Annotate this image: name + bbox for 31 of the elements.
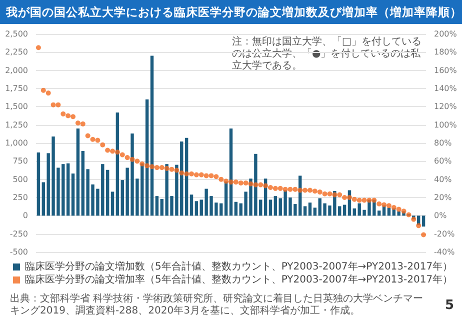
y-tick-label: -250	[10, 229, 28, 238]
y-tick-label: 1,000	[5, 138, 28, 148]
legend-label: 臨床医学分野の論文増加数（5年合計値、整数カウント、PY2003-2007年→PY2013-2017年）	[25, 260, 453, 272]
y2-tick-label: -40%	[434, 248, 456, 256]
y-tick-label: 250	[12, 193, 28, 202]
y-tick-label: 2,250	[5, 48, 28, 57]
y-tick-label: 2,000	[5, 66, 28, 75]
y-tick-label: 2,500	[5, 30, 28, 38]
y2-tick-label: 180%	[434, 48, 458, 57]
y2-tick-label: 20%	[434, 193, 452, 202]
y2-tick-label: 80%	[434, 138, 452, 148]
y2-tick-label: 100%	[434, 120, 458, 130]
y2-tick-label: 60%	[434, 156, 452, 166]
y-tick-label: 1,500	[5, 102, 28, 112]
y2-tick-label: 140%	[434, 84, 458, 93]
source-note: 出典：文部科学省 科学技術・学術政策研究所、研究論文に着目した日英独の大学ベンチマーキング2019、調査資料-288、2020年3月を基に、文部科学省が加工・作成。	[10, 292, 424, 316]
chart-title: 我が国の国公私立大学における臨床医学分野の論文増加数及び増加率（増加率降順）	[0, 0, 462, 24]
y2-tick-label: -20%	[434, 229, 456, 238]
y2-tick-label: 120%	[434, 102, 458, 112]
legend-label: 臨床医学分野の論文増加率（5年合計値、整数カウント、PY2003-2007年→PY2013-2017年）	[25, 274, 453, 286]
y-tick-label: 1,750	[5, 84, 28, 93]
y-tick-label: 500	[12, 174, 28, 184]
y-tick-label: 750	[12, 156, 28, 166]
text: 5	[444, 298, 454, 313]
y2-tick-label: 40%	[434, 174, 452, 184]
y-tick-label: 1,250	[5, 120, 28, 130]
y-tick-label: -500	[10, 248, 28, 256]
y-tick-label: 0	[22, 211, 28, 220]
y2-tick-label: 160%	[434, 66, 458, 75]
y2-tick-label: 200%	[434, 30, 458, 38]
y2-tick-label: 0%	[434, 211, 448, 220]
